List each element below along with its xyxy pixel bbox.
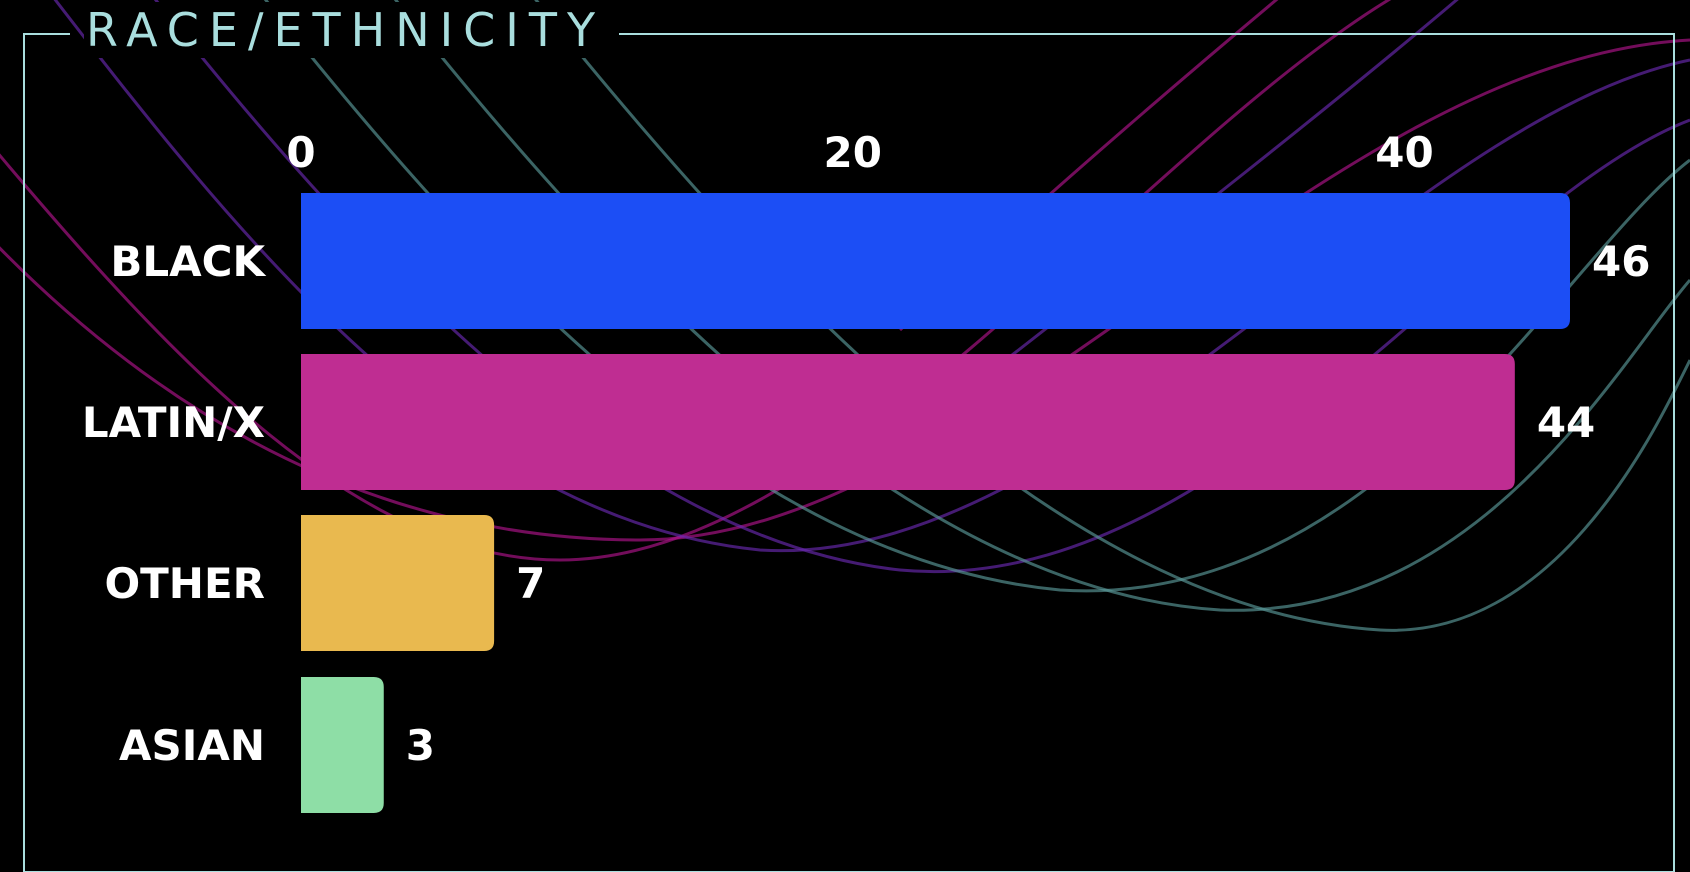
bar-other [301, 515, 495, 651]
x-tick-label: 40 [1375, 128, 1433, 177]
x-tick-label: 0 [286, 128, 315, 177]
category-label-black: BLACK [110, 237, 266, 286]
value-labels: 46 44 7 3 [406, 237, 1651, 770]
slide-title: RACE/ETHNICITY [84, 2, 620, 58]
bar-chart: 0 20 40 BLACK LATIN/X OTHER ASIAN 46 44 7 3 [82, 128, 1651, 813]
category-labels: BLACK LATIN/X OTHER ASIAN [82, 237, 267, 770]
bars [301, 193, 1570, 813]
bar-latin-x [301, 354, 1515, 490]
bar-asian [301, 677, 384, 813]
value-label-other: 7 [516, 559, 545, 608]
value-label-asian: 3 [406, 721, 435, 770]
category-label-latin-x: LATIN/X [82, 398, 265, 447]
x-tick-label: 20 [824, 128, 882, 177]
wave-line-1 [0, 0, 1392, 562]
value-label-black: 46 [1592, 237, 1650, 286]
bar-black [301, 193, 1570, 329]
category-label-other: OTHER [104, 559, 265, 608]
title-frame [23, 33, 1675, 872]
wave-line-2 [0, 38, 1690, 542]
value-label-latin-x: 44 [1537, 398, 1595, 447]
x-axis-ticks: 0 20 40 [286, 128, 1433, 177]
category-label-asian: ASIAN [119, 721, 265, 770]
